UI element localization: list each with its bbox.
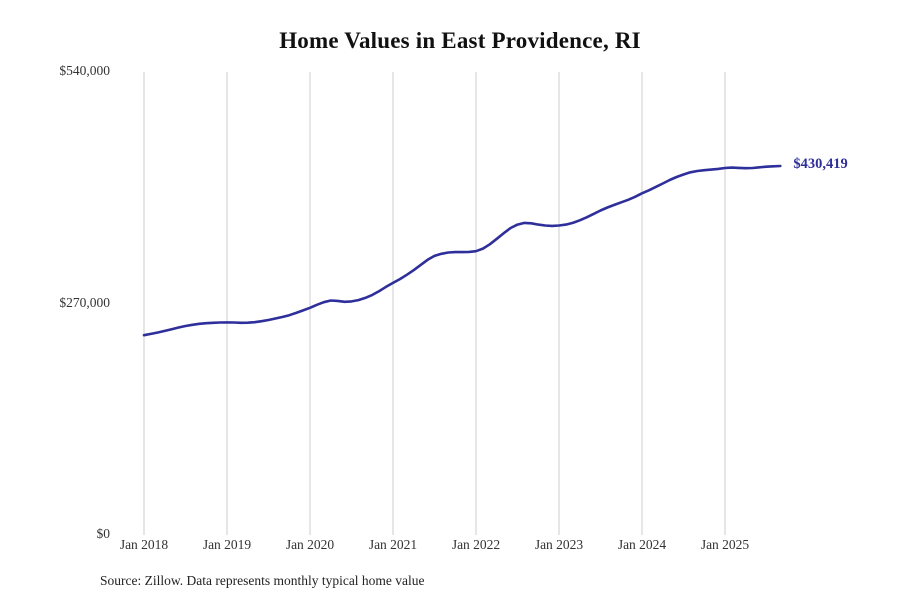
y-axis-label: $270,000: [59, 294, 110, 310]
y-axis-label: $0: [96, 526, 111, 541]
current-value-label: $430,419: [793, 155, 848, 172]
x-axis-label: Jan 2020: [285, 537, 335, 552]
x-axis-label: Jan 2022: [451, 537, 501, 552]
chart-title: Home Values in East Providence, RI: [279, 28, 641, 53]
price-line: [142, 164, 782, 337]
x-axis-label: Jan 2019: [202, 537, 252, 552]
x-axis-label: Jan 2021: [368, 537, 418, 552]
y-axis-label: $540,000: [59, 63, 110, 78]
x-axis-label: Jan 2023: [534, 537, 584, 552]
source-note: Source: Zillow. Data represents monthly …: [100, 573, 425, 588]
x-axis-label: Jan 2018: [119, 537, 169, 552]
x-axis-label: Jan 2024: [617, 537, 667, 552]
x-axis-label: Jan 2025: [700, 537, 750, 552]
